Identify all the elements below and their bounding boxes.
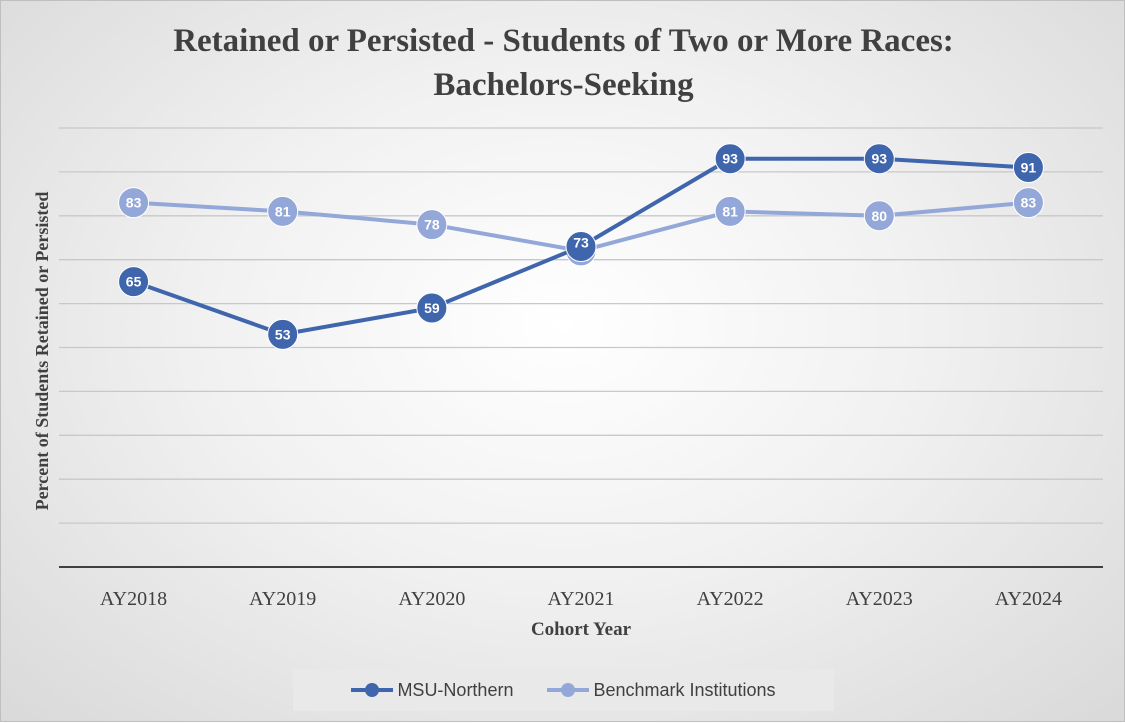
legend: MSU-Northern Benchmark Institutions	[293, 669, 834, 711]
data-label-msu-northern: 91	[1021, 160, 1037, 176]
data-point-msu-northern	[565, 231, 597, 263]
data-point-benchmark-institutions	[118, 187, 150, 219]
x-tick-label: AY2018	[100, 588, 167, 610]
data-point-msu-northern	[863, 143, 895, 175]
x-tick-label: AY2023	[846, 588, 913, 610]
x-axis-label: Cohort Year	[530, 619, 632, 640]
data-point-msu-northern	[118, 266, 150, 298]
legend-item-msu-northern: MSU-Northern	[351, 680, 513, 701]
data-point-benchmark-institutions	[1012, 187, 1044, 219]
data-label-benchmark-institutions: 81	[722, 203, 738, 219]
data-label-msu-northern: 73	[573, 235, 589, 251]
x-tick-label: AY2021	[547, 588, 614, 610]
data-point-benchmark-institutions	[416, 209, 448, 241]
legend-swatch-msu-northern	[351, 683, 394, 697]
data-label-benchmark-institutions: 80	[871, 208, 887, 224]
data-label-benchmark-institutions: 78	[424, 217, 440, 233]
data-label-msu-northern: 53	[275, 326, 291, 342]
chart-title-line-1: Retained or Persisted - Students of Two …	[173, 23, 954, 59]
data-point-benchmark-institutions	[267, 195, 299, 227]
data-label-msu-northern: 93	[871, 151, 887, 167]
x-tick-label: AY2019	[249, 588, 316, 610]
data-point-benchmark-institutions	[863, 200, 895, 232]
data-label-msu-northern: 65	[126, 274, 142, 290]
data-label-msu-northern: 93	[722, 151, 738, 167]
data-point-msu-northern	[267, 318, 299, 350]
data-label-benchmark-institutions: 81	[275, 203, 291, 219]
data-point-msu-northern	[714, 143, 746, 175]
data-label-benchmark-institutions: 83	[1021, 195, 1037, 211]
x-tick-label: AY2022	[697, 588, 764, 610]
data-point-msu-northern	[1012, 152, 1044, 184]
data-label-benchmark-institutions: 83	[126, 195, 142, 211]
legend-swatch-benchmark-institutions	[547, 683, 590, 697]
data-label-msu-northern: 59	[424, 300, 440, 316]
chart-title: Retained or Persisted - Students of Two …	[1, 19, 1125, 107]
data-point-msu-northern	[416, 292, 448, 324]
legend-label-benchmark-institutions: Benchmark Institutions	[593, 679, 776, 700]
x-tick-label: AY2024	[995, 588, 1062, 610]
chart-title-line-2: Bachelors-Seeking	[433, 67, 694, 103]
legend-label-msu-northern: MSU-Northern	[397, 679, 514, 700]
data-point-benchmark-institutions	[714, 195, 746, 227]
x-tick-label: AY2020	[398, 588, 465, 610]
legend-item-benchmark-institutions: Benchmark Institutions	[547, 679, 776, 701]
